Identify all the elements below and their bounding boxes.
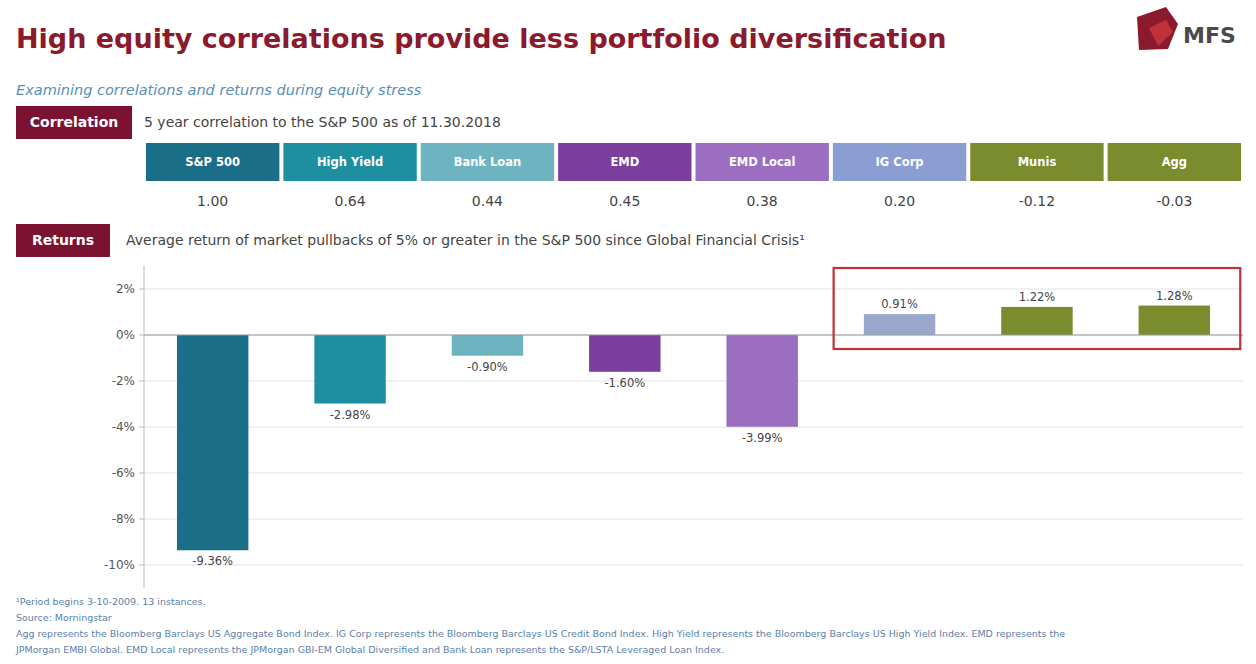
data-label: -3.99% [742,431,783,445]
data-label: 0.91% [881,297,918,311]
bar [726,335,797,427]
tick [139,289,144,290]
footnote: JPMorgan EMBI Global. EMD Local represen… [15,644,724,655]
table-header-label: Agg [1162,155,1187,169]
tick [139,427,144,428]
grid-line [144,289,1243,290]
bar [314,335,385,404]
table-value: 0.64 [334,193,365,209]
zero-line [144,334,1243,335]
data-label: 1.28% [1156,289,1193,303]
tick-label: 2% [116,282,135,296]
logo-mark [1149,20,1173,46]
tick-label: -10% [104,558,135,572]
table-header [833,143,966,181]
table-header [696,143,829,181]
table-header [283,143,416,181]
section-label: Correlation [30,114,119,130]
grid-line [144,381,1243,382]
table-header-label: EMD [610,155,639,169]
table-value: 1.00 [197,193,228,209]
data-label: 1.22% [1019,290,1056,304]
subtitle: Examining correlations and returns durin… [16,82,422,98]
title: High equity correlations provide less po… [16,23,947,54]
table-header-label: IG Corp [876,155,924,169]
table-header [421,143,554,181]
chart: High equity correlations provide less po… [0,0,1256,664]
table-header-label: S&P 500 [185,155,240,169]
tick-label: -4% [112,420,135,434]
grid-line [144,335,1243,336]
tick-label: -8% [112,512,135,526]
grid [144,289,1243,565]
bar [864,314,935,335]
table-value: 0.44 [472,193,503,209]
grid-line [144,427,1243,428]
tick [139,519,144,520]
data-label: -9.36% [192,554,233,568]
bar [177,335,248,550]
table-header-label: Bank Loan [454,155,522,169]
footnote: ¹Period begins 3-10-2009. 13 instances. [16,596,206,607]
table-value: -0.12 [1019,193,1055,209]
table-header [1108,143,1241,181]
table-value: 0.20 [884,193,915,209]
y-axis [144,266,145,588]
footnote: Source: Morningstar [16,612,112,623]
grid-line [144,565,1243,566]
bars [177,306,1210,551]
table-header-label: Munis [1018,155,1057,169]
table-header-label: EMD Local [729,155,796,169]
bar [1001,307,1072,335]
grid-line [144,473,1243,474]
logo-mark [1137,7,1178,50]
label-box [16,224,110,257]
section-label: Returns [32,232,94,248]
tick [139,335,144,336]
highlight-box [834,268,1241,349]
data-label: -2.98% [330,408,371,422]
table-header [558,143,691,181]
tick-label: -6% [112,466,135,480]
logo-text: MFS [1183,23,1236,48]
tick [139,565,144,566]
tick [139,381,144,382]
table-header [146,143,279,181]
table-value: 0.38 [747,193,778,209]
bar [452,335,523,356]
tick [139,473,144,474]
table-header-label: High Yield [317,155,383,169]
section-description: Average return of market pullbacks of 5%… [126,232,805,248]
grid-line [144,519,1243,520]
section-description: 5 year correlation to the S&P 500 as of … [144,114,501,130]
tick-label: 0% [116,328,135,342]
label-box [16,106,132,139]
data-label: -1.60% [604,376,645,390]
table-value: 0.45 [609,193,640,209]
data-label: -0.90% [467,360,508,374]
table-value: -0.03 [1156,193,1192,209]
footnote: Agg represents the Bloomberg Barclays US… [16,628,1065,639]
bar [589,335,660,372]
table-header [970,143,1103,181]
tick-label: -2% [112,374,135,388]
bar [1139,306,1210,335]
